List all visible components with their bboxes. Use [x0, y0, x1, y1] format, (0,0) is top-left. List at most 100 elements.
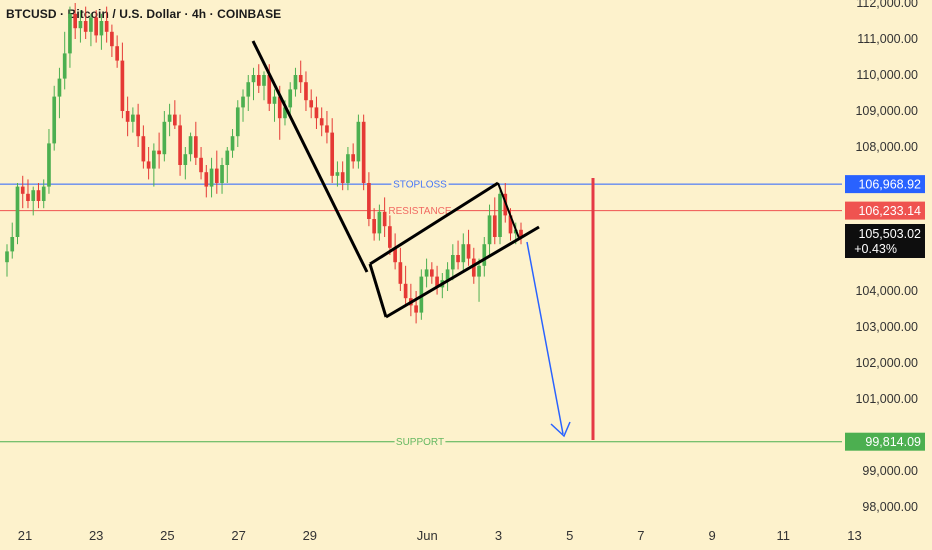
candle-body[interactable] — [319, 118, 324, 126]
candle-body[interactable] — [487, 215, 492, 245]
candle-body[interactable] — [356, 121, 361, 162]
candle-body[interactable] — [498, 193, 502, 237]
y-tick-label: 111,000.00 — [857, 32, 918, 46]
candle-body[interactable] — [57, 78, 62, 97]
candle-body[interactable] — [120, 60, 125, 111]
candle-body[interactable] — [31, 190, 36, 201]
candle-body[interactable] — [89, 17, 93, 32]
candle-body[interactable] — [519, 229, 523, 237]
candle-body[interactable] — [178, 125, 182, 165]
candle-body[interactable] — [78, 21, 83, 29]
candle-body[interactable] — [346, 154, 350, 183]
candle-body[interactable] — [183, 154, 188, 165]
candle-body[interactable] — [277, 96, 282, 119]
candle-body[interactable] — [110, 31, 114, 47]
candle-body[interactable] — [225, 150, 230, 165]
candle-body[interactable] — [403, 283, 408, 299]
candle-body[interactable] — [246, 82, 251, 97]
candle-body[interactable] — [73, 13, 78, 29]
candle-body[interactable] — [398, 262, 403, 284]
candle-body[interactable] — [430, 269, 434, 277]
candle-body[interactable] — [283, 107, 287, 119]
candle-body[interactable] — [162, 121, 167, 155]
candle-body[interactable] — [304, 82, 308, 101]
candle-body[interactable] — [461, 244, 466, 263]
candle-body[interactable] — [256, 75, 261, 86]
candle-body[interactable] — [340, 172, 345, 183]
candle-body[interactable] — [351, 154, 355, 162]
candle-body[interactable] — [115, 46, 119, 61]
candle-body[interactable] — [146, 161, 151, 169]
candle-body[interactable] — [235, 107, 240, 137]
candle-body[interactable] — [193, 136, 198, 158]
candle-body[interactable] — [393, 247, 397, 263]
candle-body[interactable] — [125, 111, 130, 122]
candle-body[interactable] — [220, 165, 224, 183]
candle-body[interactable] — [466, 244, 471, 259]
candle-body[interactable] — [104, 21, 109, 32]
candle-body[interactable] — [382, 211, 387, 227]
candle-body[interactable] — [482, 244, 487, 266]
candle-body[interactable] — [36, 190, 41, 201]
candle-body[interactable] — [424, 269, 429, 277]
downtrend-line[interactable] — [251, 40, 369, 273]
candle-body[interactable] — [335, 172, 340, 176]
candle-body[interactable] — [94, 17, 98, 36]
candle-body[interactable] — [214, 168, 219, 183]
candle-body[interactable] — [471, 258, 476, 277]
candle-body[interactable] — [414, 305, 418, 313]
candle-body[interactable] — [41, 186, 46, 201]
candle-body[interactable] — [450, 255, 455, 270]
candle-body[interactable] — [361, 121, 366, 183]
candle-body[interactable] — [199, 157, 203, 173]
candle-body[interactable] — [68, 13, 72, 54]
candle-body[interactable] — [293, 75, 298, 90]
candle-body[interactable] — [204, 172, 209, 187]
candle-body[interactable] — [251, 75, 256, 83]
candle-body[interactable] — [267, 75, 272, 104]
candle-body[interactable] — [26, 193, 30, 201]
candle-body[interactable] — [241, 96, 245, 108]
candle-body[interactable] — [314, 107, 319, 119]
candle-body[interactable] — [377, 211, 382, 234]
candle-body[interactable] — [309, 100, 314, 108]
candle-body[interactable] — [188, 136, 193, 155]
target-arrow-shaft[interactable] — [526, 241, 564, 435]
candle-body[interactable] — [15, 186, 20, 237]
candle-body[interactable] — [209, 168, 214, 187]
candle-body[interactable] — [288, 89, 293, 108]
candle-body[interactable] — [492, 215, 497, 237]
candle-body[interactable] — [230, 136, 235, 151]
candle-body[interactable] — [141, 136, 146, 162]
candle-body[interactable] — [367, 183, 371, 219]
candle-body[interactable] — [456, 255, 460, 263]
candle-body[interactable] — [152, 150, 156, 169]
candle-body[interactable] — [167, 114, 172, 122]
candle-body[interactable] — [157, 150, 161, 155]
candle-body[interactable] — [20, 186, 25, 194]
candle-body[interactable] — [47, 143, 51, 187]
channel-lower-line[interactable] — [385, 225, 540, 319]
candle-body[interactable] — [272, 96, 277, 104]
candle-body[interactable] — [5, 251, 9, 263]
candle-body[interactable] — [435, 276, 439, 288]
candle-body[interactable] — [52, 96, 57, 144]
candle-body[interactable] — [83, 21, 88, 32]
candle-body[interactable] — [372, 219, 376, 234]
candle-body[interactable] — [131, 114, 135, 122]
candle-body[interactable] — [62, 53, 67, 79]
candle-body[interactable] — [477, 265, 481, 277]
candle-body[interactable] — [388, 226, 392, 248]
candle-body[interactable] — [508, 215, 513, 234]
candle-body[interactable] — [330, 132, 335, 176]
candle-body[interactable] — [325, 125, 329, 133]
candle-body[interactable] — [173, 114, 177, 126]
candle-body[interactable] — [99, 21, 104, 36]
candle-body[interactable] — [445, 269, 450, 281]
candle-body[interactable] — [298, 75, 303, 83]
candle-body[interactable] — [262, 75, 266, 86]
candle-body[interactable] — [136, 114, 140, 137]
candle-body[interactable] — [10, 237, 15, 252]
channel-upper-line[interactable] — [369, 181, 499, 266]
